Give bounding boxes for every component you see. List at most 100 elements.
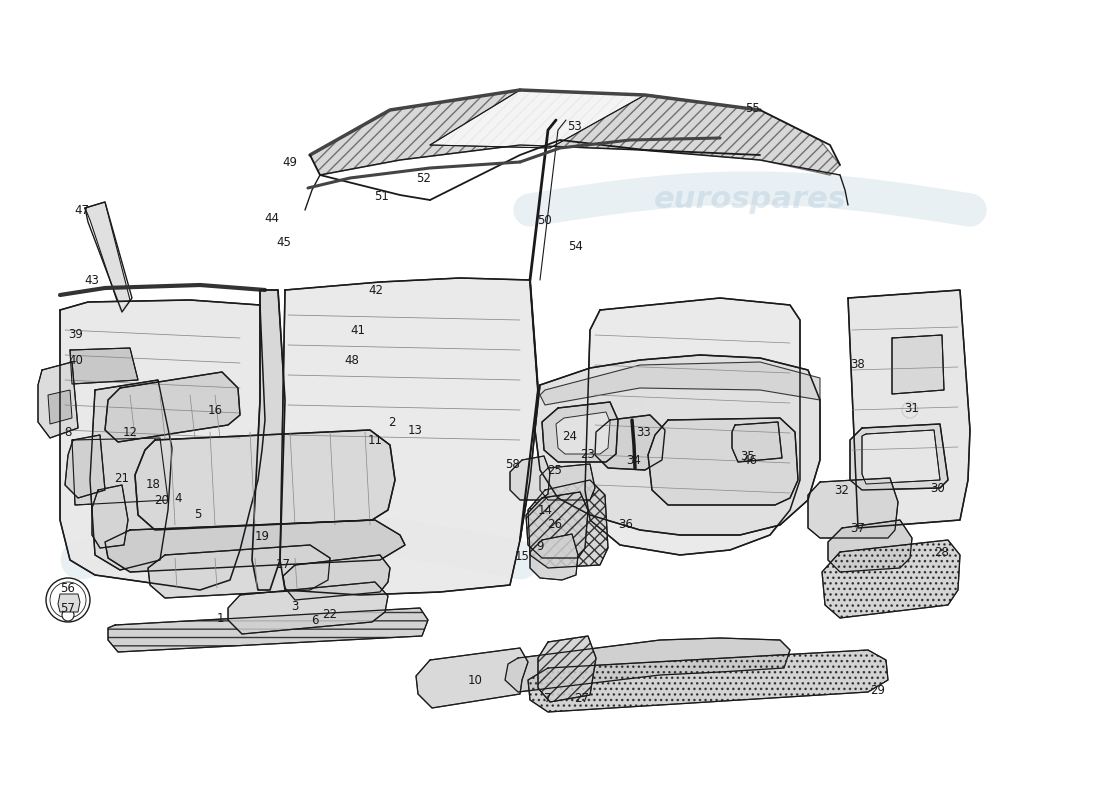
Text: 7: 7 <box>544 691 552 705</box>
Text: 24: 24 <box>562 430 578 442</box>
Circle shape <box>46 578 90 622</box>
Bar <box>672 455 732 483</box>
Text: 32: 32 <box>835 483 849 497</box>
Text: 25: 25 <box>548 463 562 477</box>
Polygon shape <box>848 290 970 528</box>
Polygon shape <box>92 485 128 548</box>
Bar <box>676 458 728 480</box>
Polygon shape <box>540 464 595 500</box>
Text: 38: 38 <box>850 358 866 370</box>
Text: 19: 19 <box>254 530 270 543</box>
Text: eurospares: eurospares <box>194 538 386 567</box>
Polygon shape <box>535 355 820 535</box>
Polygon shape <box>58 594 80 612</box>
Polygon shape <box>850 424 948 490</box>
Polygon shape <box>528 650 888 712</box>
Circle shape <box>902 347 918 363</box>
Text: 21: 21 <box>114 471 130 485</box>
Polygon shape <box>72 438 168 505</box>
Text: 44: 44 <box>264 211 279 225</box>
Text: 47: 47 <box>75 203 89 217</box>
Polygon shape <box>135 430 395 530</box>
Text: 13: 13 <box>408 423 422 437</box>
Polygon shape <box>104 520 405 572</box>
Text: 50: 50 <box>537 214 551 226</box>
Text: 22: 22 <box>322 607 338 621</box>
Circle shape <box>902 402 918 418</box>
Text: 56: 56 <box>60 582 76 594</box>
Polygon shape <box>732 422 782 462</box>
Polygon shape <box>585 298 800 555</box>
Polygon shape <box>48 390 72 424</box>
Text: 57: 57 <box>60 602 76 614</box>
Text: 31: 31 <box>904 402 920 414</box>
Polygon shape <box>60 300 265 590</box>
Text: 30: 30 <box>931 482 945 494</box>
Text: 40: 40 <box>68 354 84 366</box>
Text: 6: 6 <box>311 614 319 626</box>
Text: 39: 39 <box>68 327 84 341</box>
Text: 5: 5 <box>195 509 201 522</box>
Polygon shape <box>542 402 618 462</box>
Text: 52: 52 <box>417 171 431 185</box>
Polygon shape <box>540 362 820 405</box>
Polygon shape <box>430 90 645 148</box>
Polygon shape <box>862 430 940 484</box>
Text: 8: 8 <box>64 426 72 438</box>
Polygon shape <box>526 492 588 558</box>
Text: 2: 2 <box>388 415 396 429</box>
Text: 55: 55 <box>745 102 759 114</box>
Text: 36: 36 <box>618 518 634 530</box>
Polygon shape <box>892 335 944 394</box>
Text: 37: 37 <box>850 522 866 534</box>
Polygon shape <box>108 608 428 652</box>
Text: 28: 28 <box>935 546 949 558</box>
Polygon shape <box>505 638 790 692</box>
Text: 23: 23 <box>581 447 595 461</box>
Polygon shape <box>595 415 666 470</box>
Polygon shape <box>822 540 960 618</box>
Text: 1: 1 <box>217 611 223 625</box>
Polygon shape <box>310 90 840 175</box>
Circle shape <box>620 396 644 420</box>
Polygon shape <box>530 534 578 580</box>
Polygon shape <box>283 555 390 600</box>
Text: 20: 20 <box>155 494 169 506</box>
Polygon shape <box>65 435 104 498</box>
Text: 10: 10 <box>468 674 483 686</box>
Text: 16: 16 <box>208 403 222 417</box>
Text: 54: 54 <box>569 239 583 253</box>
Text: 9: 9 <box>537 539 543 553</box>
Polygon shape <box>528 480 608 568</box>
Text: 35: 35 <box>740 450 756 462</box>
Text: 17: 17 <box>275 558 290 571</box>
Polygon shape <box>90 380 172 570</box>
Text: 26: 26 <box>548 518 562 530</box>
Polygon shape <box>39 362 78 438</box>
Text: 58: 58 <box>505 458 519 470</box>
Polygon shape <box>538 636 596 702</box>
Text: 53: 53 <box>566 119 582 133</box>
Polygon shape <box>70 348 138 384</box>
Text: 12: 12 <box>122 426 138 438</box>
Circle shape <box>50 582 86 618</box>
Polygon shape <box>648 418 798 505</box>
Text: 41: 41 <box>351 323 365 337</box>
Text: 11: 11 <box>367 434 383 446</box>
Text: 14: 14 <box>538 503 552 517</box>
Text: 18: 18 <box>145 478 161 491</box>
Polygon shape <box>828 520 912 572</box>
Polygon shape <box>556 412 610 454</box>
Circle shape <box>62 609 74 621</box>
Text: 46: 46 <box>742 454 758 466</box>
Polygon shape <box>808 478 898 538</box>
Text: 48: 48 <box>344 354 360 366</box>
Text: 33: 33 <box>637 426 651 438</box>
Text: 49: 49 <box>283 155 297 169</box>
Polygon shape <box>252 290 285 590</box>
Text: 42: 42 <box>368 283 384 297</box>
Text: 43: 43 <box>85 274 99 286</box>
Text: 4: 4 <box>174 491 182 505</box>
Polygon shape <box>280 278 538 595</box>
Polygon shape <box>416 648 528 708</box>
